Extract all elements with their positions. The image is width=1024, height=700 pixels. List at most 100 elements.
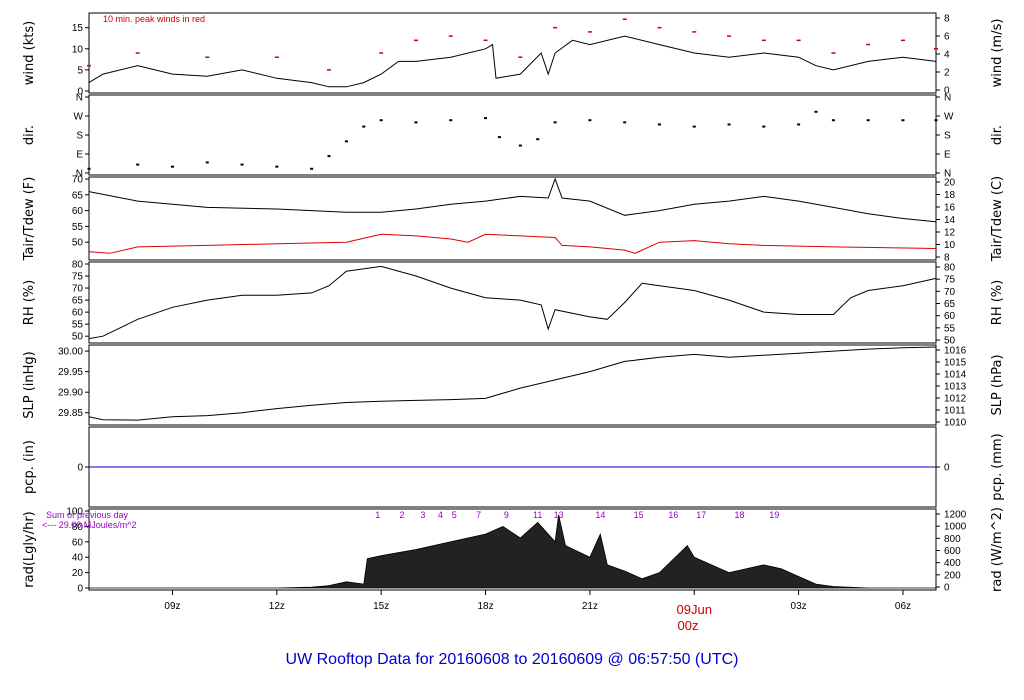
temp-right-tick-label: 20 (944, 178, 956, 189)
slp-right-tick-label: 1014 (944, 370, 967, 381)
dir-frame (88, 94, 937, 176)
dir-point (762, 125, 766, 128)
rad-hour-marker: 3 (420, 510, 425, 520)
rad-note-line1: Sum of previous day (46, 510, 129, 520)
rh-right-tick-label: 50 (944, 336, 956, 347)
rh-right-tick-label: 65 (944, 299, 956, 310)
dir-point (588, 119, 592, 122)
dir-point (814, 110, 818, 113)
date-sub-label: 00z (678, 618, 699, 633)
dir-left-tick-label: N (76, 169, 83, 180)
rad-hour-marker: 2 (400, 510, 405, 520)
dir-point (87, 167, 91, 170)
wind-left-tick-label: 0 (77, 87, 83, 98)
x-tick-label: 12z (269, 601, 285, 612)
rad-left-axis-label: rad(Lgly/hr) (22, 511, 37, 587)
slp-left-tick-label: 29.95 (58, 367, 83, 378)
rad-hour-marker: 9 (504, 510, 509, 520)
rad-panel: 020406080100020040060080010001200rad(Lgl… (22, 507, 1005, 595)
rad-hour-marker: 18 (734, 510, 744, 520)
rad-left-tick-label: 20 (72, 568, 84, 579)
x-tick-label: 21z (582, 601, 598, 612)
slp-right-tick-label: 1010 (944, 418, 967, 429)
rad-hour-marker: 14 (595, 510, 605, 520)
wind-frame (88, 12, 937, 94)
slp-left-tick-label: 29.85 (58, 408, 83, 419)
wind-peak-note: 10 min. peak winds in red (103, 14, 205, 24)
temp-Tair-line (88, 177, 937, 223)
pcp-right-tick-label: 0 (944, 463, 950, 474)
pcp-left-axis-label: pcp. (in) (22, 440, 37, 494)
dir-right-tick-label: S (944, 131, 951, 142)
slp-right-tick-label: 1015 (944, 358, 967, 369)
dir-point (344, 140, 348, 143)
dir-point (727, 123, 731, 126)
x-tick-label: 09Jun (677, 602, 712, 617)
dir-point (205, 161, 209, 164)
rh-frame (88, 261, 937, 344)
rad-left-tick-label: 0 (77, 584, 83, 595)
rad-hour-marker: 16 (668, 510, 678, 520)
footer-title: UW Rooftop Data for 20160608 to 20160609… (285, 651, 739, 668)
slp-right-tick-label: 1012 (944, 394, 967, 405)
slp-right-tick-label: 1011 (944, 406, 966, 417)
rad-right-tick-label: 800 (944, 534, 961, 545)
dir-left-tick-label: N (76, 93, 83, 104)
rh-right-tick-label: 55 (944, 323, 956, 334)
dir-point (536, 138, 540, 141)
dir-point (310, 167, 314, 170)
pcp-panel: 0 0 pcp. (in) pcp. (mm) (22, 426, 1005, 508)
rad-left-tick-label: 60 (72, 537, 84, 548)
temp-right-tick-label: 10 (944, 240, 956, 251)
pcp-right-axis-label: pcp. (mm) (990, 433, 1005, 500)
wind-left-axis-label: wind (kts) (22, 21, 37, 85)
rad-area (89, 514, 936, 589)
rh-right-tick-label: 60 (944, 311, 956, 322)
rad-right-tick-label: 1000 (944, 522, 967, 533)
wind-right-tick-label: 6 (944, 32, 950, 43)
rh-left-tick-label: 75 (72, 272, 84, 283)
rh-left-tick-label: 80 (72, 260, 84, 271)
temp-right-tick-label: 12 (944, 228, 956, 239)
rad-hour-marker: 4 (438, 510, 443, 520)
slp-right-tick-label: 1016 (944, 346, 967, 357)
rad-right-axis-label: rad (W/m^2) (990, 507, 1005, 592)
dir-point (327, 155, 331, 158)
temp-left-tick-label: 55 (72, 222, 84, 233)
dir-right-tick-label: W (944, 112, 954, 123)
rad-hour-marker: 15 (634, 510, 644, 520)
slp-panel: 29.85 29.90 29.95 30.00 10101011101210131014… (22, 344, 1005, 429)
temp-frame (88, 176, 937, 261)
temp-right-tick-label: 14 (944, 215, 956, 226)
dir-point (797, 123, 801, 126)
temp-right-tick-label: 8 (944, 253, 950, 264)
rad-right-tick-label: 600 (944, 546, 961, 557)
dir-point (901, 119, 905, 122)
temp-right-tick-label: 18 (944, 190, 956, 201)
dir-point (657, 123, 661, 126)
rh-left-tick-label: 50 (72, 332, 84, 343)
dir-right-tick-label: E (944, 150, 951, 161)
rad-right-tick-label: 0 (944, 583, 950, 594)
dir-point (518, 144, 522, 147)
rad-left-tick-label: 80 (72, 522, 84, 533)
rh-right-tick-label: 80 (944, 263, 956, 274)
dir-point (379, 119, 383, 122)
dir-right-axis-label: dir. (990, 125, 1005, 145)
dir-right-tick-label: N (944, 169, 951, 180)
wind-right-tick-label: 4 (944, 50, 950, 61)
rh-left-tick-label: 60 (72, 308, 84, 319)
x-tick-label: 06z (895, 601, 911, 612)
dir-point (136, 163, 140, 166)
rad-hour-marker: 5 (452, 510, 457, 520)
dir-point (866, 119, 870, 122)
dir-left-tick-label: W (74, 112, 84, 123)
dir-point (362, 125, 366, 128)
dir-point (170, 165, 174, 168)
slp-left-tick-label: 29.90 (58, 388, 83, 399)
wind-right-tick-label: 2 (944, 68, 950, 79)
rad-right-tick-label: 200 (944, 570, 961, 581)
